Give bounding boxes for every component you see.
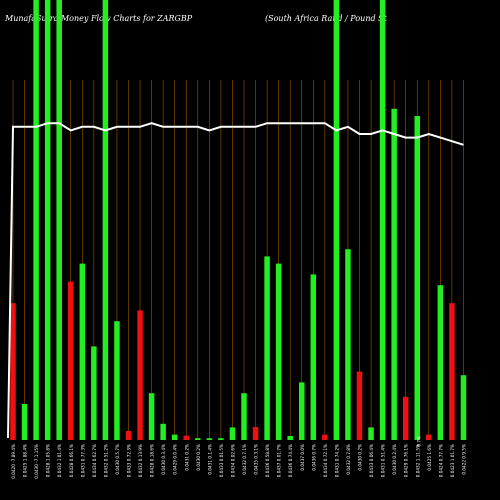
x-tick-label: 0.0436 0.74.4%: [288, 444, 293, 477]
chart-subtitle: (South Africa Rand / Pound St: [265, 14, 387, 23]
money-flow-bar: [102, 0, 109, 440]
x-tick-label: 0.0425 1.88.4%: [23, 444, 28, 477]
x-tick-label: 0.0432 0.51.2%: [103, 444, 108, 477]
x-tick-label: 0.0429 0.76.1%: [404, 444, 409, 477]
money-flow-bar: [275, 263, 282, 440]
x-tick-label: 0.0433 0.72.3%: [127, 444, 132, 477]
x-tick-label: 0.0432 0.13.9%: [138, 444, 143, 477]
x-tick-label: 0.0431 0.51.4%: [381, 444, 386, 477]
x-tick-label: 0.0430 0.2%: [196, 444, 201, 471]
money-flow-bar: [33, 0, 39, 440]
money-flow-bar: [218, 438, 224, 440]
money-flow-bar: [148, 393, 155, 440]
money-flow-bar: [195, 438, 201, 440]
x-tick-label: 0.0435 0.3.1%: [254, 444, 259, 475]
x-tick-label: 0.0433 0.01.5%: [219, 444, 224, 477]
x-tick-label: 0.0425 1.6%: [427, 444, 432, 471]
money-flow-bar: [414, 116, 420, 440]
money-flow-bar: [21, 404, 28, 440]
x-tick-label: 0.0432 0.7.1%: [242, 444, 247, 475]
money-flow-bar: [402, 396, 409, 440]
money-flow-bar: [345, 249, 351, 440]
money-flow-bar: [460, 375, 467, 440]
x-tick-label: 0.0423 1.01.7%: [450, 444, 455, 477]
money-flow-bar: [160, 423, 166, 440]
x-tick-label: 0.0429 0.0.4%: [173, 444, 178, 475]
x-tick-label: 0.0436 0.58.8%: [265, 444, 270, 477]
x-tick-label: 0.0428 0.18.6%: [150, 444, 155, 477]
money-flow-bar: [114, 321, 120, 440]
x-tick-label: 0.0431 0.1.4%: [207, 444, 212, 475]
x-tick-label: 0.0424 0.77.7%: [438, 444, 443, 477]
x-tick-label: 0.0434 0.72.1%: [323, 444, 328, 477]
money-flow-bar: [333, 0, 340, 440]
x-tick-label: 0.0428 1.05.8%: [46, 444, 51, 477]
x-tick-label: 0.0430 0.2%: [358, 444, 363, 471]
money-flow-bar: [299, 382, 305, 440]
money-flow-bar: [426, 434, 432, 440]
money-flow-bar: [91, 346, 97, 440]
money-flow-bar: [10, 303, 16, 440]
money-flow-bar: [56, 0, 62, 440]
x-tick-label: 0.0420 -7.89.4%: [11, 444, 16, 479]
money-flow-bar: [183, 435, 189, 440]
x-tick-label: 0.0434 0.02.6%: [230, 444, 235, 477]
money-flow-bar: [252, 427, 259, 440]
chart-title: MunafaSutra Money Flow Charts for ZARGBP: [5, 14, 193, 23]
x-tick-label: 0.0433 0.06.4%: [369, 444, 374, 477]
money-flow-bar: [391, 108, 397, 441]
x-tick-label: 0.0430 0.5.7%: [115, 444, 120, 475]
money-flow-bar: [368, 427, 374, 440]
money-flow-bar: [206, 438, 213, 440]
x-tick-label: 0.0437 0.01.7%: [277, 444, 282, 477]
money-flow-bar: [44, 0, 51, 440]
money-flow-bar: [437, 285, 444, 440]
x-tick-label: 0.0422 0.9.5%: [461, 444, 466, 475]
x-tick-label: 0.0431 0.77.3%: [80, 444, 85, 477]
x-tick-label: 0.0430 0.2.4%: [392, 444, 397, 475]
money-flow-bar: [229, 427, 236, 440]
x-tick-label: 0.0436 0.7%: [311, 444, 316, 471]
money-flow-bar: [287, 436, 293, 440]
money-flow-bar: [379, 0, 386, 440]
annotation-label: 6.7%: [416, 436, 421, 447]
x-tick-label: 0.0432 0.7.8%: [346, 444, 351, 475]
money-flow-bar: [171, 434, 178, 440]
money-flow-bar: [264, 256, 270, 440]
x-tick-label: 0.0432 1.11.5%: [415, 444, 420, 477]
money-flow-bar: [241, 393, 247, 440]
money-flow-bar: [356, 371, 363, 440]
x-tick-label: 0.0431 0.74.2%: [334, 444, 339, 477]
x-tick-label: 0.0437 0.0%: [300, 444, 305, 471]
money-flow-bar: [125, 431, 132, 440]
x-tick-label: 0.0430 0.3.4%: [161, 444, 166, 475]
price-line: [7, 122, 464, 439]
x-tick-label: 0.0428 0.66.1%: [69, 444, 74, 477]
x-tick-label: 0.0430 -7.1.15%: [34, 444, 39, 479]
x-tick-label: 0.0432 1.01.4%: [57, 444, 62, 477]
money-flow-bar: [79, 263, 86, 440]
x-tick-label: 0.0431 0.2%: [184, 444, 189, 471]
x-tick-label: 0.0434 0.62.7%: [92, 444, 97, 477]
money-flow-bar: [310, 274, 317, 440]
money-flow-bar: [322, 434, 328, 440]
money-flow-bar: [137, 310, 143, 440]
money-flow-bar: [449, 303, 455, 440]
money-flow-bar: [68, 281, 74, 440]
